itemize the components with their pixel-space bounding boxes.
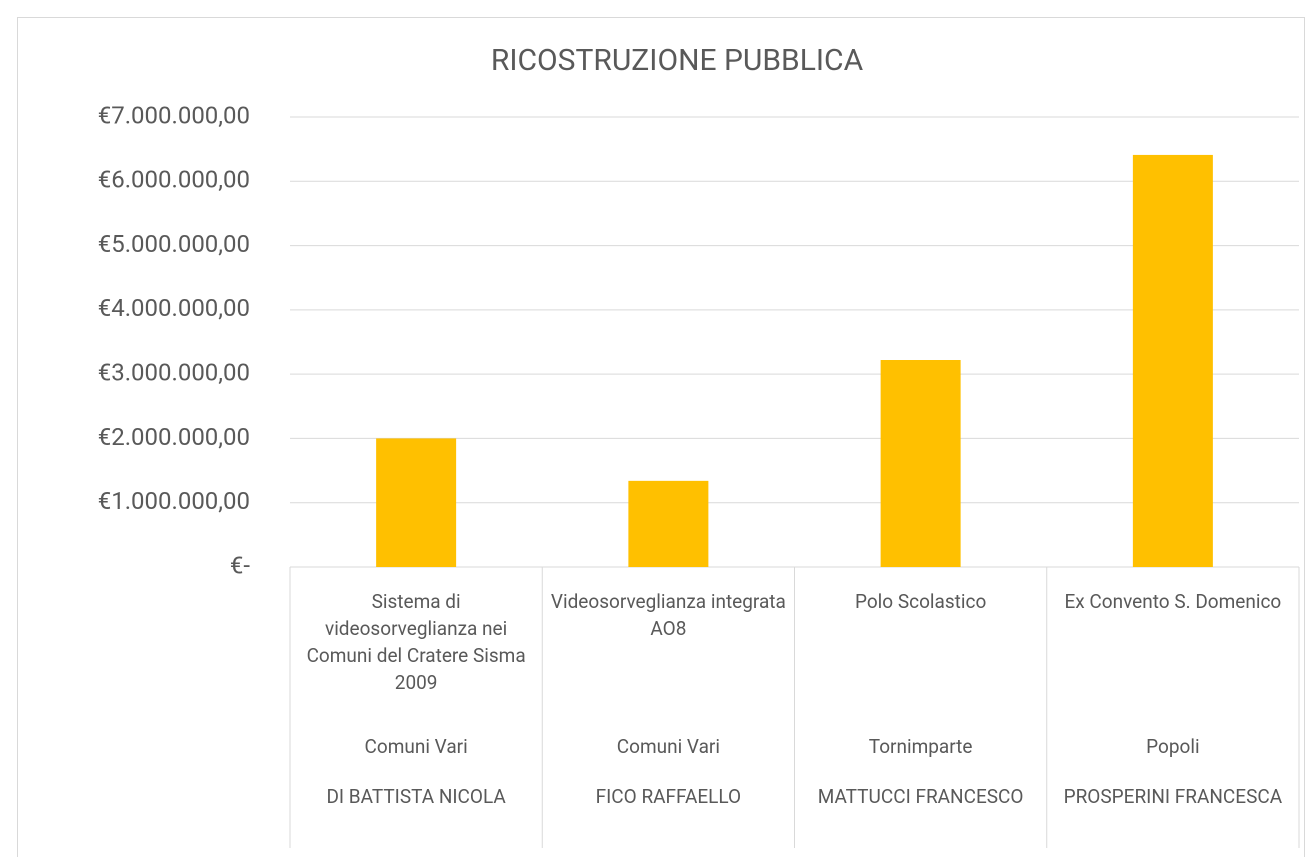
chart-frame bbox=[17, 17, 1305, 857]
category-label: Popoli bbox=[1146, 735, 1200, 758]
category-label: Tornimparte bbox=[868, 735, 973, 758]
y-tick-label: €6.000.000,00 bbox=[98, 166, 250, 194]
category-label: Ex Convento S. Domenico bbox=[1064, 590, 1282, 613]
bar bbox=[376, 438, 457, 567]
y-tick-label: €5.000.000,00 bbox=[98, 230, 250, 258]
bar bbox=[880, 360, 961, 567]
y-tick-label: €4.000.000,00 bbox=[98, 294, 250, 322]
category-label: MATTUCCI FRANCESCO bbox=[817, 785, 1024, 808]
category-label: Comuni Vari bbox=[616, 735, 720, 758]
y-tick-label: €7.000.000,00 bbox=[98, 101, 250, 129]
y-tick-label: €3.000.000,00 bbox=[98, 358, 250, 386]
category-label: DI BATTISTA NICOLA bbox=[326, 785, 506, 808]
category-label: Polo Scolastico bbox=[854, 590, 987, 613]
y-tick-label: €2.000.000,00 bbox=[98, 423, 250, 451]
category-label: FICO RAFFAELLO bbox=[595, 785, 742, 808]
bar bbox=[628, 480, 709, 567]
y-tick-label: €- bbox=[230, 551, 250, 579]
category-label: Videosorveglianza integrata AO8 bbox=[550, 590, 786, 640]
category-label: Sistema di videosorveglianza nei Comuni … bbox=[306, 590, 526, 694]
category-label: Comuni Vari bbox=[364, 735, 468, 758]
bar bbox=[1132, 154, 1213, 567]
chart-title: RICOSTRUZIONE PUBBLICA bbox=[491, 43, 864, 78]
y-tick-label: €1.000.000,00 bbox=[98, 487, 250, 515]
category-label: PROSPERINI FRANCESCA bbox=[1063, 785, 1283, 808]
